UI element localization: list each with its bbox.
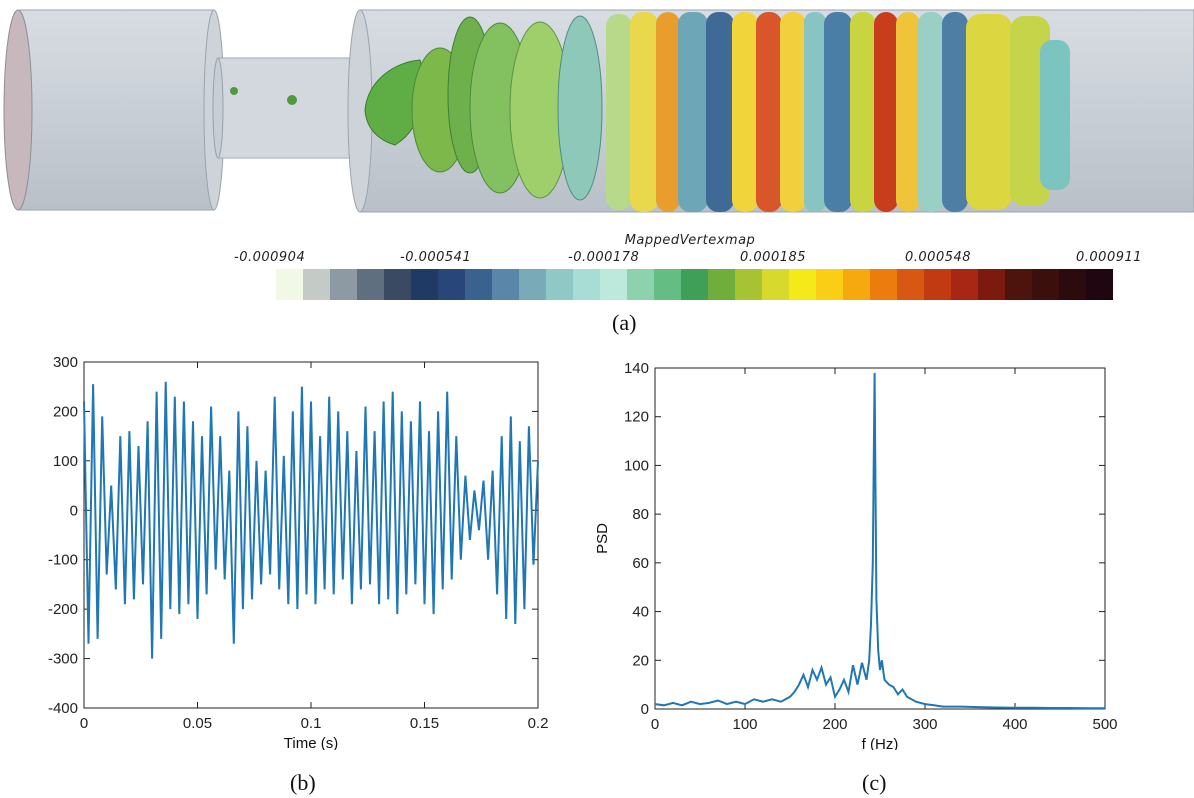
colorbar-swatch — [1032, 269, 1059, 300]
psd-series-line — [654, 372, 1105, 710]
colorbar-swatch — [1005, 269, 1032, 300]
colorbar-swatch — [303, 269, 330, 300]
colorbar-swatch — [816, 269, 843, 300]
time-signal-chart: 0 0.05 0.1 0.15 0.2 -400 -300 -200 -100 0 100 200 30… — [48, 354, 549, 750]
colorbar-swatch — [546, 269, 573, 300]
y-tick-label: 140 — [624, 360, 649, 377]
x-tick-label: 200 — [822, 716, 847, 733]
x-tick-label: 0 — [80, 715, 88, 732]
x-tick-label: 300 — [912, 716, 937, 733]
y-tick-label: 60 — [632, 555, 649, 572]
plot-frame — [654, 367, 1106, 710]
colorbar-swatch — [708, 269, 735, 300]
colorbar-swatch — [924, 269, 951, 300]
panel-label-b: (b) — [290, 770, 316, 795]
colorbar-swatch — [411, 269, 438, 300]
x-tick-label: 0.1 — [301, 715, 322, 732]
y-tick-label: -100 — [48, 552, 78, 569]
colorbar-swatch — [276, 269, 303, 300]
y-tick-label: 80 — [632, 506, 649, 523]
y-tick-label: 100 — [624, 457, 649, 474]
colorbar-swatch — [978, 269, 1005, 300]
colorbar-tick-label: 0.000548 — [905, 250, 972, 265]
colorbar-swatch — [1059, 269, 1086, 300]
x-axis-label: Time (s) — [284, 735, 338, 750]
colorbar-swatch — [654, 269, 681, 300]
colorbar-swatch — [492, 269, 519, 300]
x-tick-label: 0 — [651, 716, 659, 733]
y-tick-label: 120 — [624, 409, 649, 426]
colorbar-swatch — [384, 269, 411, 300]
time-signal-series-line — [83, 381, 539, 659]
y-tick-label: -300 — [48, 651, 78, 668]
colorbar-tick-label: 0.000911 — [1076, 250, 1143, 265]
colorbar-swatch — [627, 269, 654, 300]
psd-chart: 0 100 200 300 400 500 0 20 40 60 80 100 120 140 f (Hz… — [594, 360, 1118, 750]
y-tick-label: -200 — [48, 601, 78, 618]
colorbar-swatch — [600, 269, 627, 300]
colorbar-swatch — [573, 269, 600, 300]
colorbar-swatch — [357, 269, 384, 300]
colorbar-title: MappedVertexmap — [624, 233, 756, 248]
colorbar-tick-label: -0.000904 — [234, 250, 306, 265]
y-tick-label: 0 — [641, 701, 649, 718]
colorbar-swatch — [951, 269, 978, 300]
colorbar-tick-label: 0.000185 — [740, 250, 807, 265]
x-tick-label: 500 — [1092, 716, 1117, 733]
y-tick-label: 100 — [53, 453, 78, 470]
x-axis-label: f (Hz) — [862, 736, 899, 750]
colorbar-swatch — [330, 269, 357, 300]
colorbar-tick-label: -0.000541 — [400, 250, 472, 265]
x-tick-label: 400 — [1002, 716, 1027, 733]
colorbar-swatch — [438, 269, 465, 300]
y-tick-label: 200 — [53, 403, 78, 420]
colorbar-swatch — [789, 269, 816, 300]
flow-visualization-image — [3, 9, 1194, 213]
colorbar-swatch — [843, 269, 870, 300]
colorbar-swatch — [465, 269, 492, 300]
y-tick-label: 40 — [632, 604, 649, 621]
x-tick-label: 0.15 — [410, 715, 439, 732]
colorbar-swatch — [762, 269, 789, 300]
colorbar-swatch — [870, 269, 897, 300]
y-tick-label: 20 — [632, 652, 649, 669]
panel-label-c: (c) — [862, 770, 887, 795]
colorbar-swatch — [519, 269, 546, 300]
colorbar-swatch — [897, 269, 924, 300]
x-tick-label: 0.2 — [528, 715, 549, 732]
colorbar — [276, 269, 1113, 300]
y-tick-label: 0 — [70, 502, 78, 519]
panel-label-a: (a) — [612, 310, 637, 335]
x-tick-label: 100 — [732, 716, 757, 733]
y-tick-label: -400 — [48, 700, 78, 717]
colorbar-swatch — [681, 269, 708, 300]
colorbar-tick-label: -0.000178 — [568, 250, 640, 265]
colorbar-swatch — [735, 269, 762, 300]
y-tick-label: 300 — [53, 354, 78, 371]
y-axis-label: PSD — [594, 523, 611, 554]
colorbar-swatch — [1086, 269, 1113, 300]
x-tick-label: 0.05 — [183, 715, 212, 732]
